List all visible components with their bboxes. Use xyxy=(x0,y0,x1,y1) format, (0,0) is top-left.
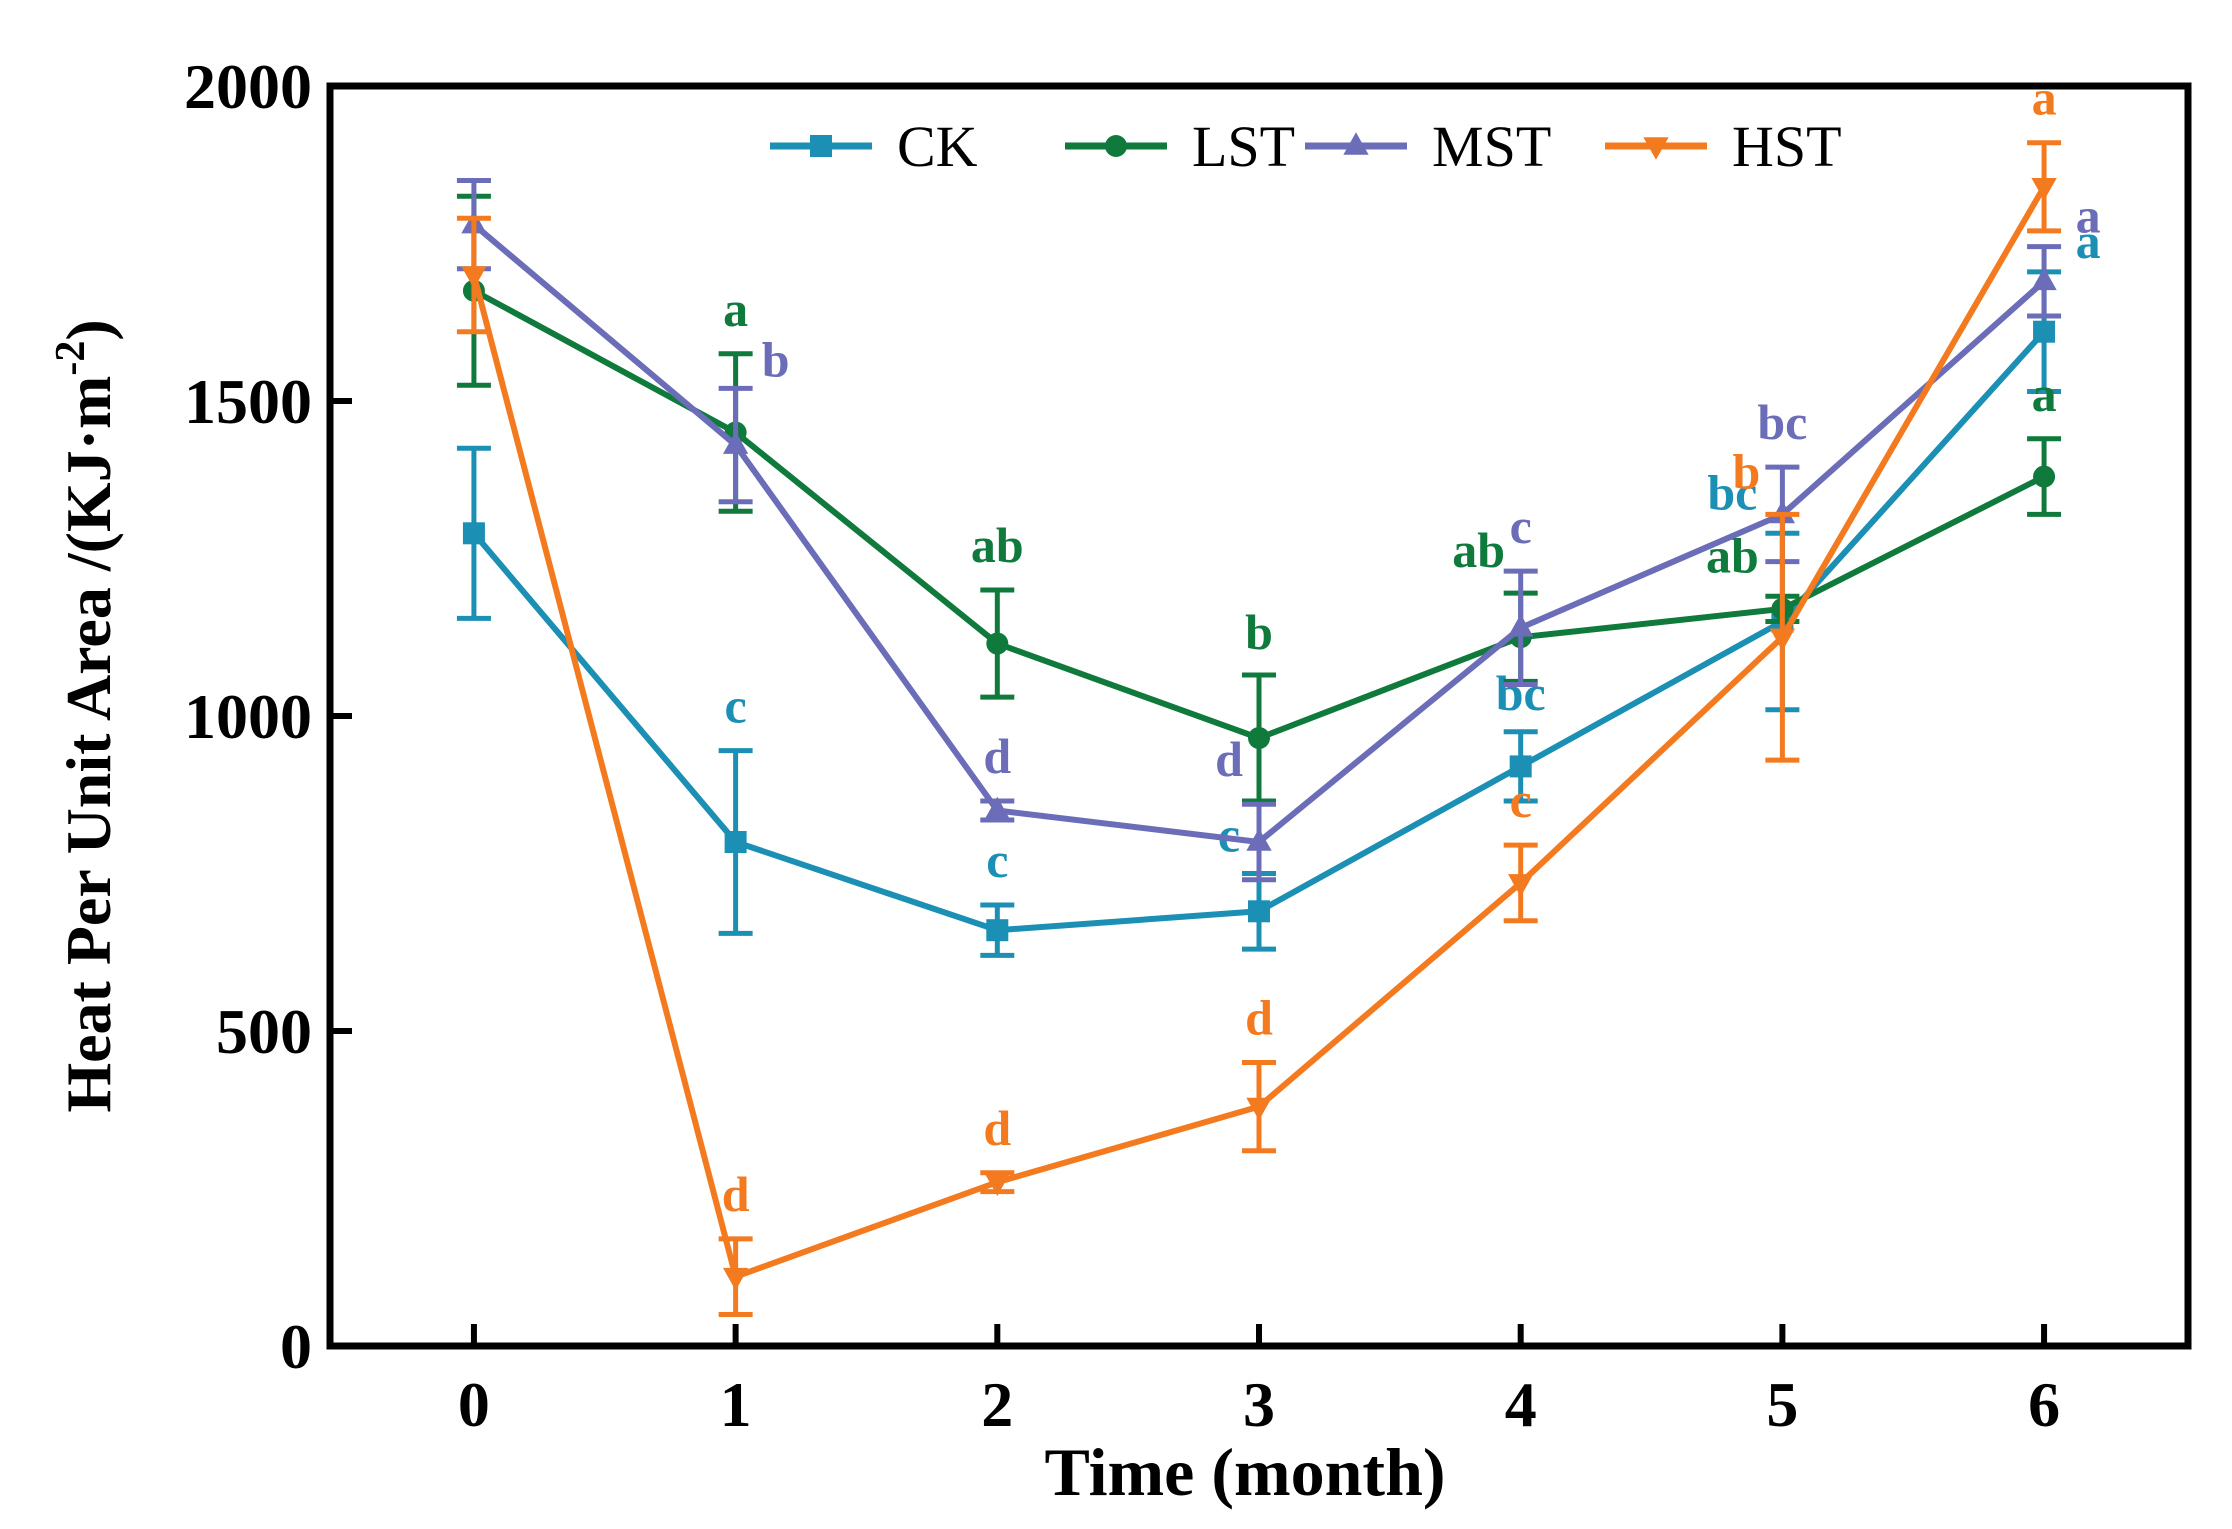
significance-label: a xyxy=(2032,366,2057,422)
y-tick-label: 0 xyxy=(280,1311,312,1382)
data-point xyxy=(722,1267,749,1291)
y-tick-label: 1500 xyxy=(184,366,312,437)
x-tick-label: 4 xyxy=(1505,1369,1537,1440)
significance-label: a xyxy=(2076,188,2101,244)
significance-label: ab xyxy=(1452,522,1505,578)
x-tick-label: 6 xyxy=(2028,1369,2060,1440)
x-tick-label: 0 xyxy=(458,1369,490,1440)
data-point xyxy=(722,431,749,454)
significance-label: d xyxy=(1245,990,1273,1046)
significance-label: a xyxy=(2032,70,2057,126)
legend-item-mst: MST xyxy=(1305,114,1551,179)
data-point xyxy=(1508,614,1534,637)
series-line-lst xyxy=(472,288,2046,742)
legend-item-ck: CK xyxy=(770,114,978,179)
data-point xyxy=(1248,727,1270,750)
legend-item-hst: HST xyxy=(1605,114,1842,179)
y-axis-label: Heat Per Unit Area /(KJ·m-2) xyxy=(48,319,124,1112)
legend-label: LST xyxy=(1192,114,1295,179)
significance-label: c xyxy=(986,832,1008,888)
data-point xyxy=(1246,828,1272,851)
legend-label: CK xyxy=(897,114,978,179)
legend-marker xyxy=(810,135,832,157)
data-point xyxy=(2031,267,2057,291)
significance-label: d xyxy=(722,1166,750,1222)
significance-label: bc xyxy=(1707,464,1757,520)
legend-marker xyxy=(1105,135,1127,157)
significance-label: d xyxy=(1215,731,1243,787)
data-point xyxy=(986,919,1009,942)
significance-label: b xyxy=(1245,604,1273,660)
significance-label: c xyxy=(1510,498,1532,554)
x-tick-label: 1 xyxy=(720,1369,752,1440)
x-tick-label: 2 xyxy=(981,1369,1013,1440)
data-point xyxy=(2031,178,2057,201)
legend-label: MST xyxy=(1432,114,1551,179)
significance-label: ab xyxy=(971,517,1024,573)
data-point xyxy=(986,632,1009,655)
significance-label: b xyxy=(1732,443,1760,499)
legend-item-lst: LST xyxy=(1065,114,1295,179)
data-point xyxy=(1509,755,1532,778)
significance-label: bc xyxy=(1757,394,1807,450)
data-point xyxy=(984,796,1010,820)
data-point xyxy=(462,522,485,545)
legend-label: HST xyxy=(1732,114,1842,179)
y-tick-label: 500 xyxy=(216,996,312,1067)
significance-label: c xyxy=(725,678,747,734)
x-axis-label: Time (month) xyxy=(1044,1434,1445,1510)
significance-label: d xyxy=(983,1100,1011,1156)
x-tick-label: 3 xyxy=(1243,1369,1275,1440)
data-point xyxy=(2033,320,2056,343)
y-tick-label: 2000 xyxy=(184,51,312,122)
data-point xyxy=(1248,900,1270,923)
data-point xyxy=(2033,465,2056,488)
legend-marker xyxy=(1643,137,1669,160)
data-point xyxy=(1508,874,1534,897)
y-tick-label: 1000 xyxy=(184,681,312,752)
x-tick-label: 5 xyxy=(1766,1369,1798,1440)
data-point xyxy=(724,831,747,853)
significance-label: b xyxy=(762,331,790,387)
data-point xyxy=(1246,1097,1272,1121)
data-point xyxy=(984,1173,1010,1196)
significance-label: c xyxy=(1218,807,1240,863)
data-point xyxy=(1769,628,1796,651)
data-point xyxy=(461,266,487,289)
significance-label: c xyxy=(1510,772,1532,828)
significance-label: d xyxy=(983,728,1011,784)
legend-marker xyxy=(1343,132,1369,155)
significance-label: a xyxy=(2076,213,2101,269)
significance-label: a xyxy=(723,281,748,337)
